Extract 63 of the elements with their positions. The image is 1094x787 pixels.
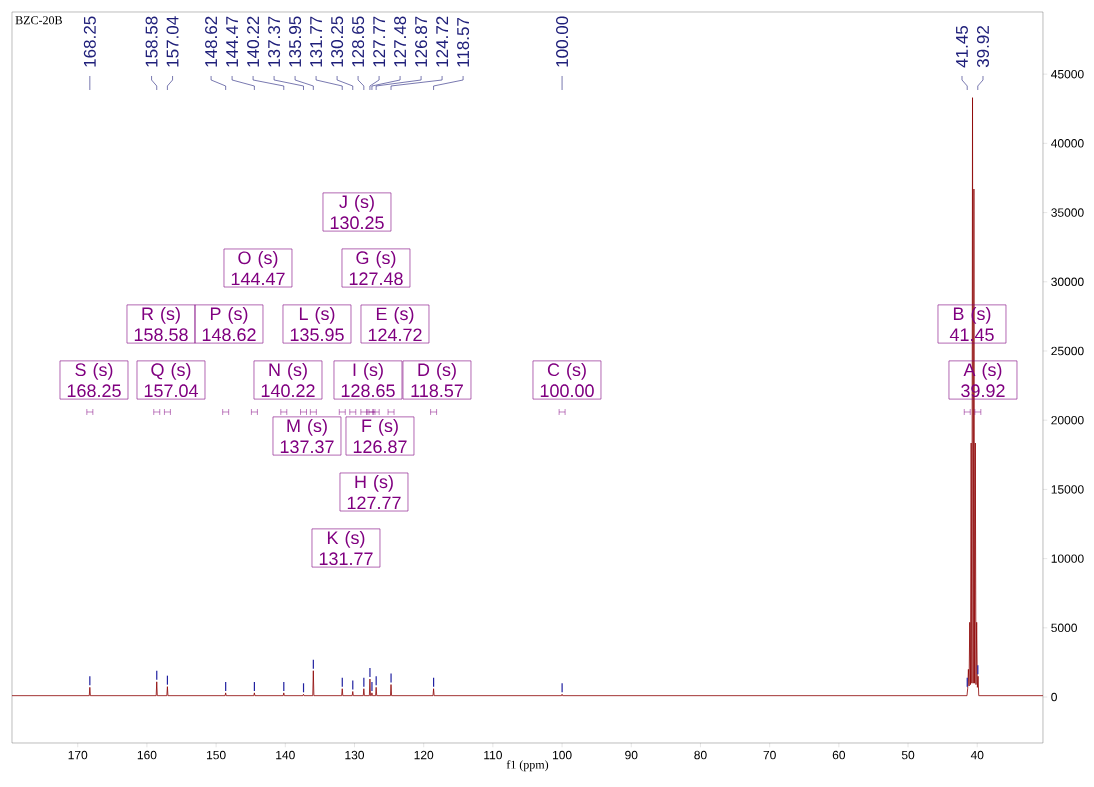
annotation: 157.04 — [166, 16, 179, 67]
annotation: O (s) 144.47 — [231, 250, 285, 286]
annotation: 124.72 — [436, 16, 449, 67]
annotation: C (s) 100.00 — [540, 362, 594, 398]
y-tick-label: 40000 — [1051, 139, 1084, 148]
annotation: F (s) 126.87 — [353, 418, 407, 454]
annotation: R (s) 158.58 — [134, 306, 188, 342]
x-axis-title: f1 (ppm) — [506, 760, 549, 772]
chart-title: BZC-20B — [15, 16, 62, 25]
annotation: 144.47 — [226, 16, 238, 67]
annotation: 158.58 — [145, 16, 158, 67]
x-tick-label: 130 — [345, 750, 365, 760]
annotation: 39.92 — [976, 26, 990, 68]
annotation: 127.77 — [373, 16, 386, 67]
annotation: S (s) 168.25 — [67, 362, 121, 398]
annotation: 126.87 — [415, 16, 428, 67]
annotation: 128.65 — [352, 16, 365, 67]
x-tick-label: 160 — [137, 750, 157, 760]
annotation: Q (s) 157.04 — [144, 362, 198, 398]
y-tick-label: 30000 — [1051, 277, 1084, 287]
annotation: J (s) 130.25 — [330, 194, 384, 230]
annotation: 140.22 — [247, 16, 260, 67]
annotation: 118.57 — [457, 17, 470, 67]
y-tick-label: 0 — [1051, 692, 1057, 702]
annotation: K (s) 131.77 — [319, 530, 373, 566]
annotation: 127.48 — [394, 16, 407, 67]
x-tick-label: 70 — [763, 750, 776, 760]
y-tick-label: 15000 — [1051, 485, 1084, 494]
x-tick-label: 150 — [207, 750, 226, 760]
y-tick-label: 25000 — [1051, 346, 1084, 356]
y-tick-label: 20000 — [1051, 415, 1084, 425]
annotation: H (s) 127.77 — [347, 474, 401, 510]
annotation: N (s) 140.22 — [261, 362, 315, 398]
annotation: 131.77 — [310, 16, 323, 67]
annotation: I (s) 128.65 — [341, 362, 395, 398]
annotation: 135.95 — [289, 16, 302, 67]
x-tick-label: 170 — [68, 750, 88, 760]
annotation: E (s) 124.72 — [368, 306, 422, 342]
y-tick-label: 5000 — [1051, 623, 1077, 633]
x-tick-label: 40 — [970, 750, 984, 760]
annotation: D (s) 118.57 — [411, 362, 463, 398]
x-tick-label: 110 — [484, 750, 502, 760]
annotation: P (s) 148.62 — [202, 306, 256, 342]
line-series — [11, 97, 1044, 697]
annotation: 168.25 — [83, 16, 96, 67]
y-tick-label: 10000 — [1051, 554, 1084, 563]
annotation: G (s) 127.48 — [349, 250, 403, 286]
annotation: 100.00 — [556, 16, 569, 67]
x-tick-label: 120 — [414, 750, 434, 760]
annotation: L (s) 135.95 — [290, 306, 344, 342]
annotation: 41.45 — [956, 25, 968, 68]
y-tick-label: 35000 — [1051, 208, 1084, 217]
x-tick-label: 90 — [625, 750, 638, 760]
annotation: 137.37 — [268, 16, 281, 67]
x-tick-label: 100 — [552, 750, 572, 760]
y-tick-label: 45000 — [1051, 69, 1084, 79]
x-tick-label: 50 — [901, 750, 915, 760]
x-tick-label: 60 — [832, 750, 846, 760]
x-tick-label: 80 — [694, 750, 707, 760]
annotation: 130.25 — [331, 16, 344, 67]
x-tick-label: 140 — [276, 750, 295, 760]
annotation: M (s) 137.37 — [280, 418, 334, 454]
annotation: 148.62 — [205, 16, 218, 67]
